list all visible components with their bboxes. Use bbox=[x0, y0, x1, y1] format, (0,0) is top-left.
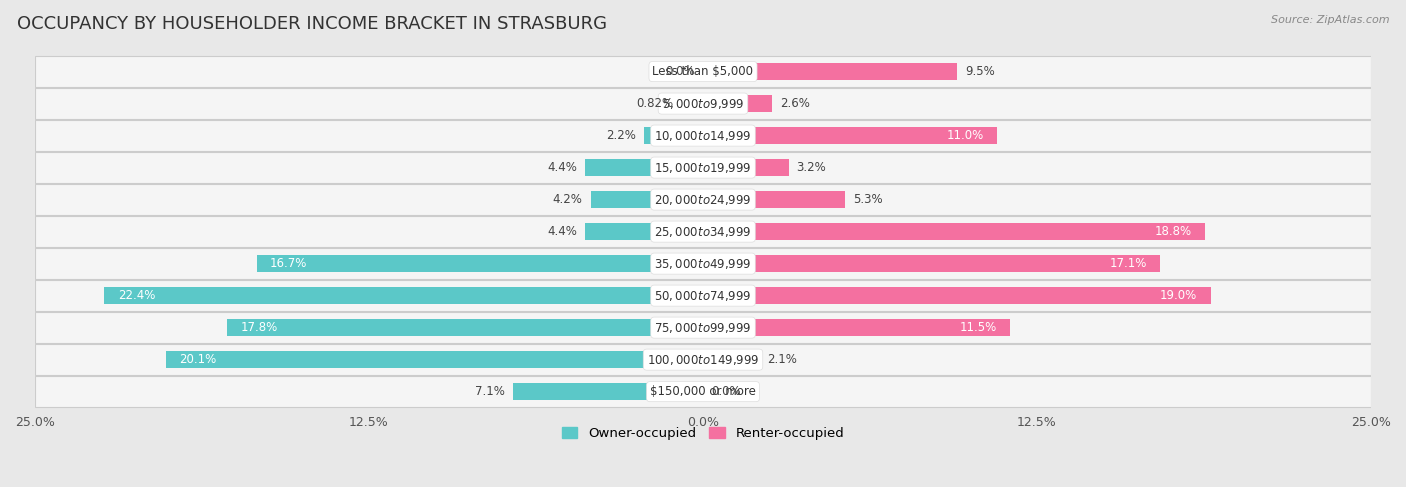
Bar bbox=[644, 127, 703, 144]
Bar bbox=[703, 127, 997, 144]
Text: 16.7%: 16.7% bbox=[270, 257, 308, 270]
Bar bbox=[513, 383, 703, 400]
Bar bbox=[35, 152, 1371, 183]
Bar bbox=[35, 280, 1371, 311]
Bar bbox=[35, 88, 1371, 119]
Text: 17.8%: 17.8% bbox=[240, 321, 278, 334]
Text: Less than $5,000: Less than $5,000 bbox=[652, 65, 754, 78]
Text: $5,000 to $9,999: $5,000 to $9,999 bbox=[662, 96, 744, 111]
Text: 0.82%: 0.82% bbox=[636, 97, 673, 110]
Bar bbox=[703, 223, 1205, 241]
Bar bbox=[35, 120, 1371, 151]
Text: 4.2%: 4.2% bbox=[553, 193, 582, 206]
Text: 4.4%: 4.4% bbox=[547, 225, 578, 238]
Bar bbox=[585, 159, 703, 176]
Bar bbox=[585, 223, 703, 241]
Text: 9.5%: 9.5% bbox=[965, 65, 994, 78]
Text: $20,000 to $24,999: $20,000 to $24,999 bbox=[654, 192, 752, 206]
Text: 22.4%: 22.4% bbox=[118, 289, 155, 302]
Text: 0.0%: 0.0% bbox=[711, 385, 741, 398]
Bar bbox=[35, 56, 1371, 87]
Text: 5.3%: 5.3% bbox=[852, 193, 883, 206]
Text: $15,000 to $19,999: $15,000 to $19,999 bbox=[654, 161, 752, 174]
Text: 20.1%: 20.1% bbox=[179, 353, 217, 366]
Text: $75,000 to $99,999: $75,000 to $99,999 bbox=[654, 320, 752, 335]
Text: 11.0%: 11.0% bbox=[946, 129, 984, 142]
Bar bbox=[703, 255, 1160, 272]
Text: 18.8%: 18.8% bbox=[1154, 225, 1192, 238]
Text: 7.1%: 7.1% bbox=[475, 385, 505, 398]
Bar bbox=[257, 255, 703, 272]
Text: 2.2%: 2.2% bbox=[606, 129, 636, 142]
Legend: Owner-occupied, Renter-occupied: Owner-occupied, Renter-occupied bbox=[557, 421, 849, 445]
Text: $150,000 or more: $150,000 or more bbox=[650, 385, 756, 398]
Text: 0.0%: 0.0% bbox=[665, 65, 695, 78]
Bar bbox=[35, 312, 1371, 343]
Text: 19.0%: 19.0% bbox=[1160, 289, 1198, 302]
Text: $50,000 to $74,999: $50,000 to $74,999 bbox=[654, 289, 752, 302]
Text: 2.6%: 2.6% bbox=[780, 97, 810, 110]
Bar bbox=[703, 287, 1211, 304]
Bar bbox=[703, 63, 957, 80]
Bar bbox=[35, 344, 1371, 375]
Bar bbox=[35, 376, 1371, 407]
Bar bbox=[228, 319, 703, 337]
Bar bbox=[681, 95, 703, 112]
Text: $100,000 to $149,999: $100,000 to $149,999 bbox=[647, 353, 759, 367]
Bar bbox=[35, 216, 1371, 247]
Bar bbox=[703, 351, 759, 369]
Text: 17.1%: 17.1% bbox=[1109, 257, 1147, 270]
Text: $35,000 to $49,999: $35,000 to $49,999 bbox=[654, 257, 752, 271]
Bar bbox=[166, 351, 703, 369]
Bar bbox=[591, 191, 703, 208]
Bar bbox=[35, 184, 1371, 215]
Bar bbox=[703, 95, 772, 112]
Bar bbox=[104, 287, 703, 304]
Text: OCCUPANCY BY HOUSEHOLDER INCOME BRACKET IN STRASBURG: OCCUPANCY BY HOUSEHOLDER INCOME BRACKET … bbox=[17, 15, 607, 33]
Text: Source: ZipAtlas.com: Source: ZipAtlas.com bbox=[1271, 15, 1389, 25]
Text: $25,000 to $34,999: $25,000 to $34,999 bbox=[654, 225, 752, 239]
Text: 2.1%: 2.1% bbox=[768, 353, 797, 366]
Text: 4.4%: 4.4% bbox=[547, 161, 578, 174]
Bar bbox=[703, 319, 1011, 337]
Text: $10,000 to $14,999: $10,000 to $14,999 bbox=[654, 129, 752, 143]
Bar bbox=[703, 159, 789, 176]
Bar bbox=[35, 248, 1371, 279]
Text: 11.5%: 11.5% bbox=[960, 321, 997, 334]
Bar bbox=[703, 191, 845, 208]
Text: 3.2%: 3.2% bbox=[797, 161, 827, 174]
